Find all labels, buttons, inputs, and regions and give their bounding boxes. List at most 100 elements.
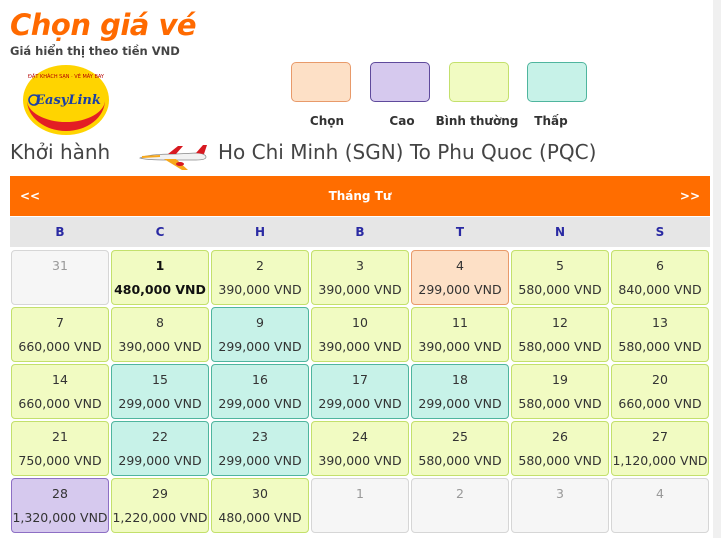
- day-number: 15: [152, 372, 168, 387]
- day-number: 27: [652, 429, 668, 444]
- calendar-day[interactable]: 4 299,000 VND: [411, 250, 509, 305]
- day-number: 31: [52, 258, 68, 273]
- day-price: 660,000 VND: [618, 396, 702, 411]
- calendar-day[interactable]: 5 580,000 VND: [511, 250, 609, 305]
- day-number: 12: [552, 315, 568, 330]
- calendar-day[interactable]: 18 299,000 VND: [411, 364, 509, 419]
- day-number: 7: [56, 315, 64, 330]
- airplane-icon: [139, 145, 207, 170]
- calendar-day[interactable]: 10 390,000 VND: [311, 307, 409, 362]
- day-price: 390,000 VND: [218, 282, 302, 297]
- month-title: Tháng Tư: [328, 189, 392, 203]
- calendar-day[interactable]: 14 660,000 VND: [11, 364, 109, 419]
- calendar-day[interactable]: 28 1,320,000 VND: [11, 478, 109, 533]
- day-price: 390,000 VND: [418, 339, 502, 354]
- day-price: 480,000 VND: [218, 510, 302, 525]
- calendar-day[interactable]: 23 299,000 VND: [211, 421, 309, 476]
- day-price: 299,000 VND: [318, 396, 402, 411]
- calendar-day-inactive: 31: [11, 250, 109, 305]
- day-price: 1,120,000 VND: [612, 453, 708, 468]
- calendar-day[interactable]: 17 299,000 VND: [311, 364, 409, 419]
- depart-label: Khởi hành: [10, 140, 111, 164]
- legend-label-selected: Chọn: [309, 114, 345, 128]
- calendar-day[interactable]: 2 390,000 VND: [211, 250, 309, 305]
- day-number: 17: [352, 372, 368, 387]
- legend-label-normal: Bình thường: [435, 114, 519, 128]
- weekday-label: H: [254, 225, 266, 239]
- day-price: 390,000 VND: [318, 282, 402, 297]
- calendar-day-inactive: 4: [611, 478, 709, 533]
- day-number: 28: [52, 486, 68, 501]
- calendar-day[interactable]: 25 580,000 VND: [411, 421, 509, 476]
- calendar-day[interactable]: 12 580,000 VND: [511, 307, 609, 362]
- day-price: 660,000 VND: [18, 339, 102, 354]
- legend-selected: Chọn: [291, 62, 351, 128]
- day-price: 580,000 VND: [518, 396, 602, 411]
- day-price: 299,000 VND: [418, 282, 502, 297]
- day-price: 580,000 VND: [418, 453, 502, 468]
- day-number: 1: [356, 486, 364, 501]
- legend-label-low: Thấp: [534, 114, 568, 128]
- weekday-label: T: [455, 225, 465, 239]
- day-price: 299,000 VND: [418, 396, 502, 411]
- day-number: 23: [252, 429, 268, 444]
- calendar-day[interactable]: 6 840,000 VND: [611, 250, 709, 305]
- calendar-day[interactable]: 21 750,000 VND: [11, 421, 109, 476]
- route-row: Khởi hành Ho Chi Minh (SGN) To Phu Quoc …: [10, 140, 710, 170]
- day-number: 21: [52, 429, 68, 444]
- page-scrollbar[interactable]: [713, 0, 721, 538]
- day-price: 1,220,000 VND: [112, 510, 208, 525]
- legend-swatch-selected: [291, 62, 351, 102]
- calendar-day[interactable]: 16 299,000 VND: [211, 364, 309, 419]
- day-number: 24: [352, 429, 368, 444]
- calendar-day[interactable]: 15 299,000 VND: [111, 364, 209, 419]
- day-number: 6: [656, 258, 664, 273]
- svg-text:EasyLink: EasyLink: [34, 93, 101, 108]
- calendar-day[interactable]: 7 660,000 VND: [11, 307, 109, 362]
- calendar-day[interactable]: 19 580,000 VND: [511, 364, 609, 419]
- day-price: 580,000 VND: [618, 339, 702, 354]
- calendar-day[interactable]: 29 1,220,000 VND: [111, 478, 209, 533]
- day-price: 580,000 VND: [518, 453, 602, 468]
- day-price: 390,000 VND: [118, 339, 202, 354]
- day-number: 13: [652, 315, 668, 330]
- calendar-grid: 31 1 480,000 VND 2 390,000 VND 3 390,000 VND 4 2…: [10, 249, 710, 534]
- calendar-day[interactable]: 22 299,000 VND: [111, 421, 209, 476]
- svg-text:ĐẶT KHÁCH SẠN · VÉ MÁY BAY: ĐẶT KHÁCH SẠN · VÉ MÁY BAY: [28, 72, 105, 80]
- easylink-logo[interactable]: ĐẶT KHÁCH SẠN · VÉ MÁY BAY EasyLink: [21, 62, 111, 136]
- prev-month-button[interactable]: <<: [20, 189, 41, 203]
- calendar-day[interactable]: 8 390,000 VND: [111, 307, 209, 362]
- day-number: 30: [252, 486, 268, 501]
- price-calendar: << Tháng Tư >> B C H B T N S 31 1 480,000 …: [10, 176, 710, 534]
- day-number: 5: [556, 258, 564, 273]
- day-price: 580,000 VND: [518, 339, 602, 354]
- day-number: 4: [456, 258, 464, 273]
- page-title: Chọn giá vé: [10, 8, 197, 42]
- day-price: 390,000 VND: [318, 339, 402, 354]
- calendar-day[interactable]: 1 480,000 VND: [111, 250, 209, 305]
- legend-swatch-normal: [449, 62, 509, 102]
- day-number: 20: [652, 372, 668, 387]
- day-price: 580,000 VND: [518, 282, 602, 297]
- calendar-day[interactable]: 11 390,000 VND: [411, 307, 509, 362]
- day-price: 1,320,000 VND: [12, 510, 108, 525]
- calendar-day[interactable]: 30 480,000 VND: [211, 478, 309, 533]
- day-number: 10: [352, 315, 368, 330]
- calendar-day[interactable]: 3 390,000 VND: [311, 250, 409, 305]
- day-number: 3: [356, 258, 364, 273]
- calendar-day[interactable]: 9 299,000 VND: [211, 307, 309, 362]
- calendar-day[interactable]: 27 1,120,000 VND: [611, 421, 709, 476]
- day-price: 840,000 VND: [618, 282, 702, 297]
- weekday-label: B: [355, 225, 365, 239]
- calendar-day[interactable]: 26 580,000 VND: [511, 421, 609, 476]
- day-number: 4: [656, 486, 664, 501]
- day-number: 3: [556, 486, 564, 501]
- next-month-button[interactable]: >>: [679, 189, 700, 203]
- day-price: 480,000 VND: [114, 282, 206, 297]
- legend-normal: Bình thường: [436, 62, 518, 128]
- calendar-day[interactable]: 20 660,000 VND: [611, 364, 709, 419]
- weekday-label: B: [55, 225, 65, 239]
- calendar-day[interactable]: 24 390,000 VND: [311, 421, 409, 476]
- calendar-day[interactable]: 13 580,000 VND: [611, 307, 709, 362]
- day-number: 29: [152, 486, 168, 501]
